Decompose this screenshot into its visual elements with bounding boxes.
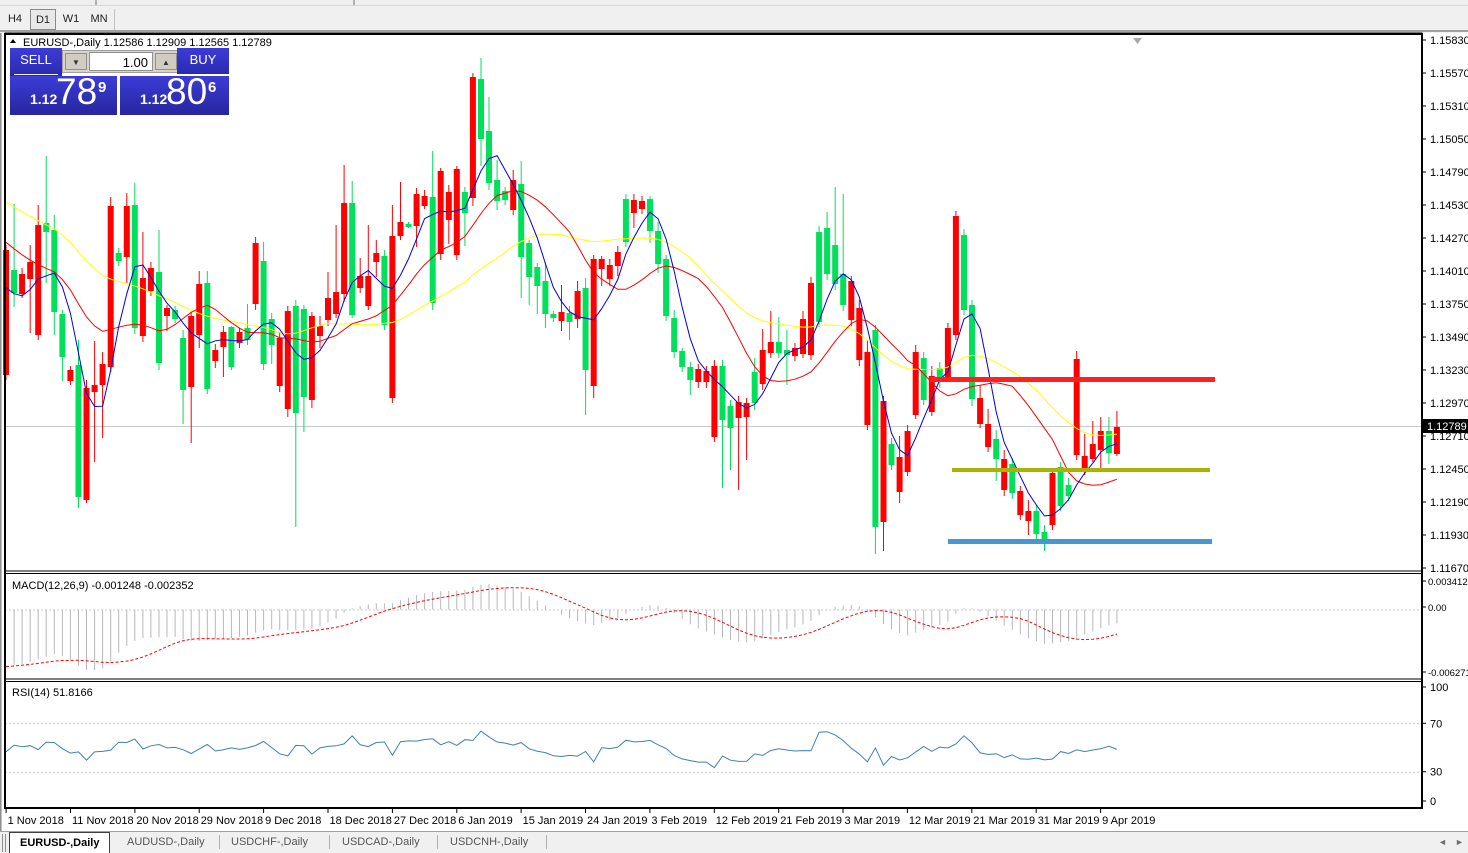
svg-text:12 Mar 2019: 12 Mar 2019 (909, 815, 971, 827)
svg-text:1.15570: 1.15570 (1430, 68, 1468, 80)
svg-text:1.12190: 1.12190 (1430, 497, 1468, 509)
svg-text:1.12789: 1.12789 (1427, 421, 1467, 433)
svg-text:9 Apr 2019: 9 Apr 2019 (1102, 815, 1155, 827)
svg-text:9 Dec 2018: 9 Dec 2018 (265, 815, 321, 827)
svg-text:1.13230: 1.13230 (1430, 365, 1468, 377)
svg-text:1.12710: 1.12710 (1430, 431, 1468, 443)
svg-text:0.00: 0.00 (1428, 603, 1447, 614)
svg-text:1.11930: 1.11930 (1430, 530, 1468, 542)
svg-text:70: 70 (1430, 718, 1442, 730)
svg-text:1 Nov 2018: 1 Nov 2018 (8, 815, 64, 827)
svg-text:11 Nov 2018: 11 Nov 2018 (72, 815, 134, 827)
svg-text:3 Feb 2019: 3 Feb 2019 (651, 815, 707, 827)
svg-text:1.12450: 1.12450 (1430, 464, 1468, 476)
svg-text:1.14530: 1.14530 (1430, 200, 1468, 212)
svg-text:1.15050: 1.15050 (1430, 134, 1468, 146)
svg-text:1.14270: 1.14270 (1430, 233, 1468, 245)
svg-text:20 Nov 2018: 20 Nov 2018 (136, 815, 198, 827)
svg-text:0: 0 (1430, 796, 1436, 808)
svg-text:0.003412: 0.003412 (1428, 577, 1468, 588)
svg-text:18 Dec 2018: 18 Dec 2018 (330, 815, 392, 827)
svg-text:1.14790: 1.14790 (1430, 167, 1468, 179)
svg-text:21 Feb 2019: 21 Feb 2019 (780, 815, 842, 827)
svg-text:1.13750: 1.13750 (1430, 299, 1468, 311)
svg-text:31 Mar 2019: 31 Mar 2019 (1038, 815, 1100, 827)
svg-text:21 Mar 2019: 21 Mar 2019 (973, 815, 1035, 827)
svg-text:29 Nov 2018: 29 Nov 2018 (201, 815, 263, 827)
svg-text:12 Feb 2019: 12 Feb 2019 (716, 815, 778, 827)
svg-text:MACD(12,26,9) -0.001248 -0.002: MACD(12,26,9) -0.001248 -0.002352 (12, 580, 194, 592)
svg-text:30: 30 (1430, 767, 1442, 779)
svg-text:15 Jan 2019: 15 Jan 2019 (523, 815, 584, 827)
svg-text:-0.006271: -0.006271 (1428, 668, 1468, 679)
svg-text:1.15310: 1.15310 (1430, 101, 1468, 113)
svg-text:RSI(14) 51.8166: RSI(14) 51.8166 (12, 687, 93, 699)
svg-text:3 Mar 2019: 3 Mar 2019 (845, 815, 901, 827)
svg-text:24 Jan 2019: 24 Jan 2019 (587, 815, 648, 827)
svg-text:27 Dec 2018: 27 Dec 2018 (394, 815, 456, 827)
svg-text:1.13490: 1.13490 (1430, 332, 1468, 344)
svg-text:1.11670: 1.11670 (1430, 563, 1468, 575)
svg-text:100: 100 (1430, 682, 1448, 694)
svg-text:6 Jan 2019: 6 Jan 2019 (458, 815, 512, 827)
svg-text:1.12970: 1.12970 (1430, 398, 1468, 410)
svg-text:1.15830: 1.15830 (1430, 35, 1468, 47)
svg-text:1.14010: 1.14010 (1430, 266, 1468, 278)
svg-text:EURUSD-,Daily 1.12586 1.12909: EURUSD-,Daily 1.12586 1.12909 1.12565 1.… (23, 37, 272, 49)
